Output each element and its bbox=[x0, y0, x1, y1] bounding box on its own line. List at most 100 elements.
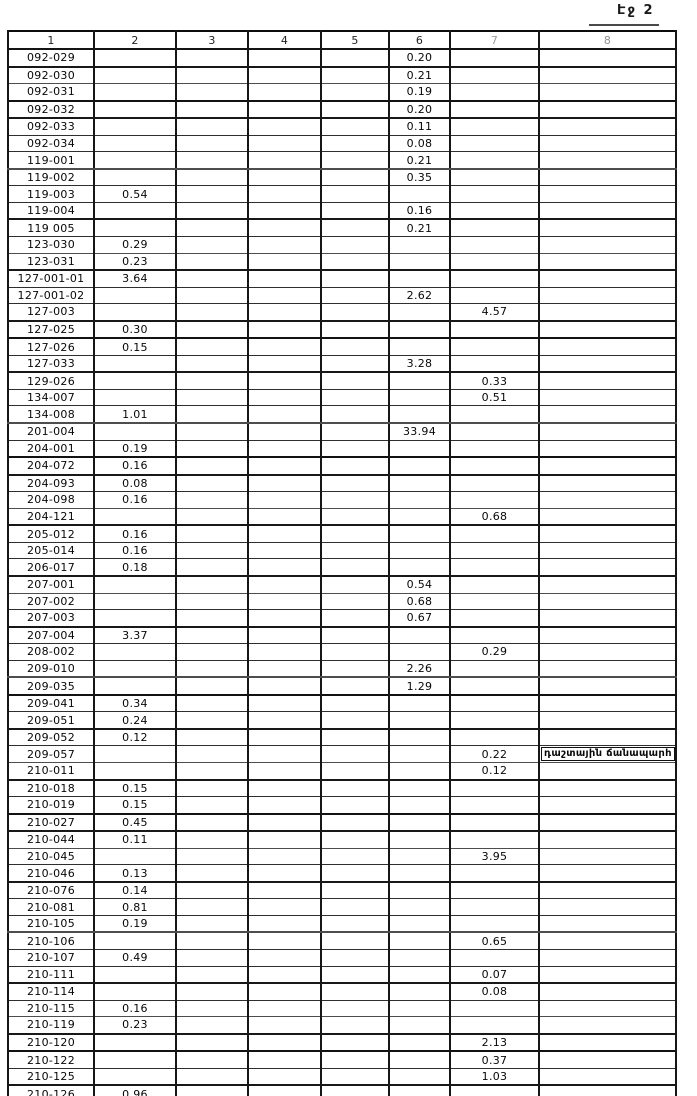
row-code-cell: 127-001-02 bbox=[7, 286, 95, 305]
value-cell bbox=[93, 745, 177, 763]
row-code-cell: 201-004 bbox=[7, 422, 95, 441]
value-cell bbox=[175, 948, 249, 967]
value-cell bbox=[538, 948, 677, 967]
value-cell bbox=[175, 898, 249, 916]
row-code-cell: 127-025 bbox=[7, 320, 95, 339]
value-cell bbox=[247, 117, 322, 136]
value-cell: 0.19 bbox=[388, 83, 451, 102]
value-cell bbox=[93, 1033, 177, 1052]
value-cell bbox=[388, 711, 451, 730]
value-cell bbox=[175, 796, 249, 815]
table-row: 210-081 0.81 bbox=[7, 898, 677, 916]
value-cell bbox=[320, 812, 390, 833]
value-cell bbox=[320, 491, 390, 509]
value-cell: 0.14 bbox=[93, 881, 177, 900]
row-code-cell: 208-002 bbox=[7, 643, 95, 661]
value-cell bbox=[320, 422, 390, 441]
value-cell: 0.13 bbox=[93, 864, 177, 883]
table-row: 204-121 0.68 bbox=[7, 507, 677, 527]
row-code-cell: 134-007 bbox=[7, 388, 95, 407]
value-cell bbox=[449, 728, 540, 747]
row-code-cell: 205-014 bbox=[7, 541, 95, 560]
table-row: 119-003 0.54 bbox=[7, 185, 677, 203]
value-cell bbox=[388, 643, 451, 661]
value-cell bbox=[388, 1050, 451, 1069]
row-code-cell: 210-105 bbox=[7, 914, 95, 934]
value-cell bbox=[247, 847, 322, 866]
table-row: 119 005 0.21 bbox=[7, 218, 677, 238]
value-cell bbox=[247, 626, 322, 645]
value-cell bbox=[247, 914, 322, 934]
value-cell: 0.37 bbox=[449, 1050, 540, 1069]
value-cell bbox=[247, 1067, 322, 1087]
value-cell: 0.30 bbox=[93, 320, 177, 339]
value-cell bbox=[320, 609, 390, 628]
value-cell bbox=[93, 66, 177, 85]
value-cell bbox=[175, 864, 249, 883]
value-cell bbox=[449, 201, 540, 221]
value-cell: 1.03 bbox=[449, 1067, 540, 1087]
value-cell bbox=[449, 66, 540, 85]
value-cell: 0.15 bbox=[93, 337, 177, 356]
value-cell bbox=[320, 507, 390, 527]
value-cell bbox=[175, 320, 249, 339]
value-cell bbox=[449, 864, 540, 883]
value-cell bbox=[538, 1067, 677, 1087]
value-cell bbox=[247, 592, 322, 611]
value-cell bbox=[538, 796, 677, 815]
value-cell bbox=[388, 745, 451, 763]
value-cell bbox=[93, 99, 177, 120]
value-cell bbox=[175, 405, 249, 425]
table-row: 209-041 0.34 bbox=[7, 693, 677, 713]
value-cell bbox=[320, 252, 390, 272]
value-cell bbox=[175, 1050, 249, 1069]
row-code-cell: 210-107 bbox=[7, 948, 95, 967]
value-cell bbox=[449, 405, 540, 425]
value-cell bbox=[320, 83, 390, 102]
table-row: 210-076 0.14 bbox=[7, 881, 677, 900]
value-cell bbox=[247, 269, 322, 288]
value-cell bbox=[449, 422, 540, 441]
value-cell bbox=[247, 507, 322, 527]
value-cell bbox=[247, 745, 322, 763]
value-cell bbox=[538, 1016, 677, 1035]
value-cell: 0.12 bbox=[93, 728, 177, 747]
value-cell bbox=[320, 185, 390, 203]
value-cell bbox=[247, 405, 322, 425]
column-header: 6 bbox=[388, 30, 451, 50]
value-cell bbox=[538, 83, 677, 102]
value-cell bbox=[538, 134, 677, 153]
row-code-cell: 209-035 bbox=[7, 676, 95, 696]
value-cell: 0.23 bbox=[93, 252, 177, 272]
value-cell bbox=[175, 914, 249, 934]
value-cell bbox=[175, 558, 249, 577]
value-cell bbox=[449, 592, 540, 611]
row-code-cell: 204-093 bbox=[7, 474, 95, 493]
value-cell bbox=[538, 320, 677, 339]
value-cell bbox=[538, 388, 677, 407]
value-cell bbox=[175, 168, 249, 187]
value-cell bbox=[247, 83, 322, 102]
value-cell bbox=[175, 609, 249, 628]
value-cell bbox=[388, 914, 451, 934]
value-cell bbox=[538, 474, 677, 493]
table-row: 127-033 3.28 bbox=[7, 354, 677, 374]
value-cell bbox=[175, 354, 249, 374]
value-cell bbox=[320, 914, 390, 934]
row-code-cell: 210-122 bbox=[7, 1050, 95, 1069]
value-cell bbox=[538, 558, 677, 577]
value-cell bbox=[449, 812, 540, 833]
value-cell bbox=[449, 779, 540, 798]
value-cell bbox=[175, 491, 249, 509]
value-cell bbox=[320, 236, 390, 254]
value-cell bbox=[388, 1016, 451, 1035]
value-cell bbox=[320, 693, 390, 713]
value-cell: 0.45 bbox=[93, 812, 177, 833]
value-cell: 0.16 bbox=[93, 456, 177, 476]
table-row: 210-126 0.96 bbox=[7, 1084, 677, 1096]
value-cell bbox=[320, 371, 390, 390]
table-row: 210-111 0.07 bbox=[7, 965, 677, 985]
value-cell: 0.15 bbox=[93, 796, 177, 815]
value-cell bbox=[247, 999, 322, 1018]
